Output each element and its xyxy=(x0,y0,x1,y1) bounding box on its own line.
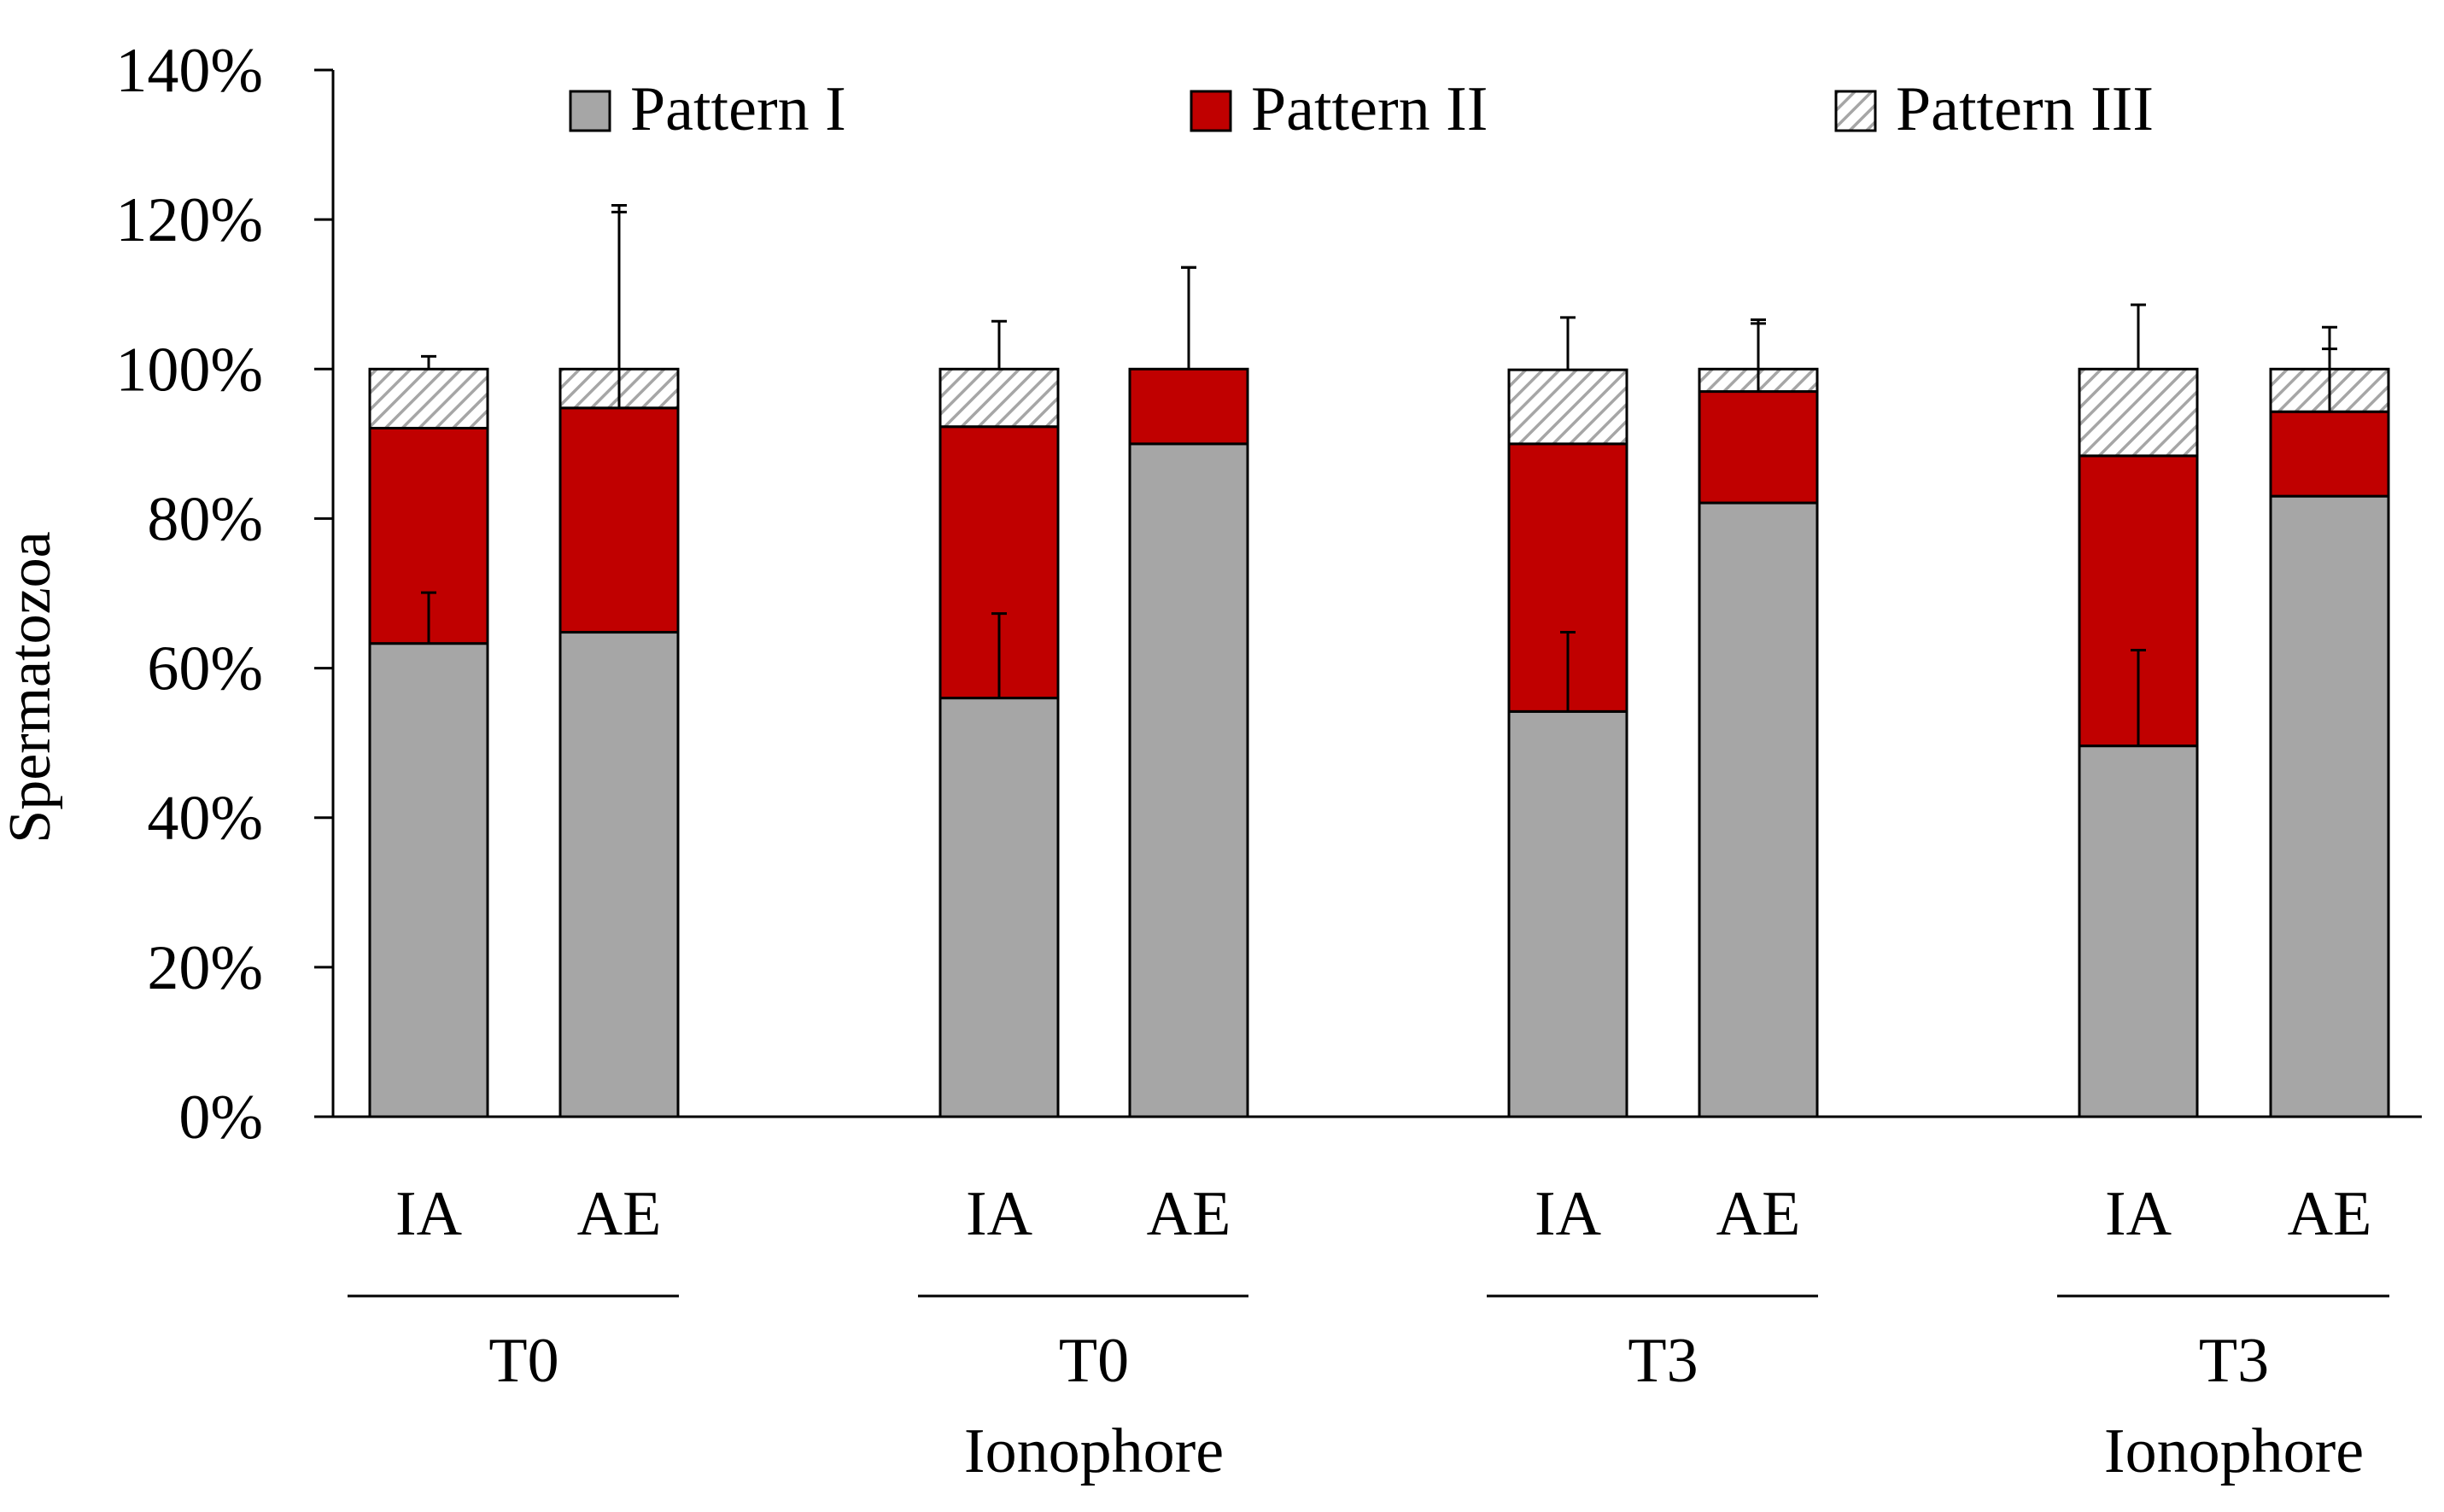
group-label: Ionophore xyxy=(964,1416,1224,1486)
bar-segment-pattern-i xyxy=(2269,494,2390,1118)
category-label: IA xyxy=(2105,1179,2172,1249)
y-tick-label: 120% xyxy=(115,185,263,255)
bar-segment-pattern-ii xyxy=(2269,410,2390,498)
bar-segment-pattern-iii xyxy=(1507,368,1628,446)
bar-segment-pattern-ii xyxy=(1507,442,1628,713)
category-labels: IA AE IA AE IA AE IA AE xyxy=(395,1179,2371,1249)
bar-segment-pattern-ii xyxy=(1128,367,1249,446)
legend-swatch-pattern-i xyxy=(569,90,611,132)
bar-segment-pattern-i xyxy=(558,631,680,1118)
legend-swatch-pattern-ii xyxy=(1190,90,1232,132)
category-label: AE xyxy=(1716,1179,1801,1249)
group-label: T0 xyxy=(1059,1326,1129,1396)
y-tick-label: 80% xyxy=(147,484,263,554)
legend-label: Pattern III xyxy=(1896,74,2154,144)
bar-segment-pattern-i xyxy=(368,642,489,1118)
y-tick-label: 40% xyxy=(147,784,263,854)
y-tick-label: 20% xyxy=(147,933,263,1003)
y-tick-label: 0% xyxy=(178,1083,263,1153)
y-tick-label: 140% xyxy=(115,36,263,106)
y-tick-label: 60% xyxy=(147,634,263,704)
y-tick-label: 100% xyxy=(115,335,263,405)
bar-segment-pattern-i xyxy=(938,697,1060,1118)
bar-segment-pattern-ii xyxy=(558,406,680,634)
group-label: Ionophore xyxy=(2104,1416,2364,1486)
bar-segment-pattern-iii xyxy=(368,367,489,429)
bar-segment-pattern-iii xyxy=(2078,367,2199,458)
bar-segment-pattern-i xyxy=(2078,744,2199,1118)
bar-segment-pattern-i xyxy=(1698,501,1819,1118)
group-label: T0 xyxy=(488,1326,558,1396)
legend-swatch-pattern-iii xyxy=(1834,90,1877,132)
category-label: AE xyxy=(577,1179,662,1249)
category-label: AE xyxy=(1147,1179,1231,1249)
axes: 0% 20% 40% 60% 80% 100% 120% 140% xyxy=(115,36,2422,1153)
bars xyxy=(368,367,2390,1118)
group-labels: T0 T0 Ionophore T3 T3 Ionophore xyxy=(348,1294,2389,1486)
category-label: IA xyxy=(1535,1179,1601,1249)
category-label: AE xyxy=(2288,1179,2372,1249)
bar-segment-pattern-ii xyxy=(1698,390,1819,505)
legend: Pattern I Pattern II Pattern III xyxy=(569,74,2154,144)
y-axis-label: Spermatozoa xyxy=(0,531,63,843)
bar-segment-pattern-i xyxy=(1128,442,1249,1118)
group-label: T3 xyxy=(1628,1326,1698,1396)
bar-segment-pattern-iii xyxy=(938,367,1060,429)
group-label: T3 xyxy=(2199,1326,2269,1396)
error-bars xyxy=(421,204,2337,746)
bar-segment-pattern-i xyxy=(1507,709,1628,1118)
category-label: IA xyxy=(966,1179,1032,1249)
category-label: IA xyxy=(395,1179,462,1249)
legend-label: Pattern II xyxy=(1251,74,1488,144)
legend-label: Pattern I xyxy=(630,74,846,144)
